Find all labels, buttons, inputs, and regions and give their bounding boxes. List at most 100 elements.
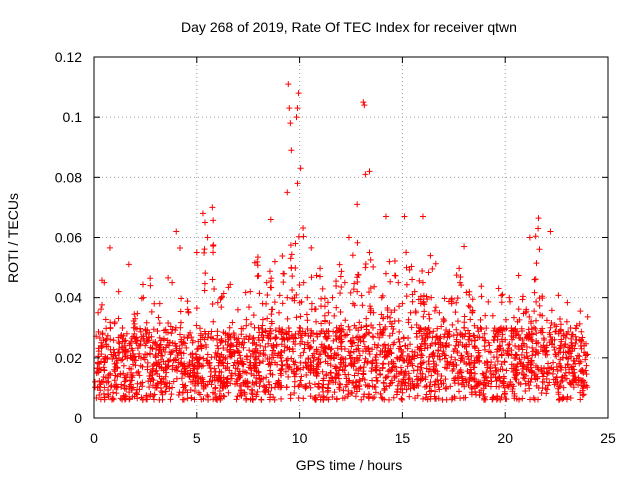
data-point <box>165 274 172 281</box>
data-point <box>567 325 574 332</box>
data-point <box>351 339 358 346</box>
data-point <box>388 309 395 316</box>
data-point <box>165 319 172 326</box>
data-point <box>475 328 482 335</box>
data-point <box>563 318 570 325</box>
data-point <box>122 337 129 344</box>
data-point <box>318 303 325 310</box>
data-point <box>388 367 395 374</box>
data-point <box>199 210 206 217</box>
data-point <box>475 378 482 385</box>
data-point <box>122 353 129 360</box>
data-point <box>437 377 444 384</box>
data-point <box>146 337 153 344</box>
data-point <box>338 284 345 291</box>
data-point <box>563 375 570 382</box>
data-point <box>189 357 196 364</box>
data-point <box>549 370 556 377</box>
data-point <box>179 389 186 396</box>
data-point <box>239 358 246 365</box>
data-point <box>268 359 275 366</box>
data-point <box>408 356 415 363</box>
data-point <box>270 342 277 349</box>
data-point <box>505 352 512 359</box>
data-point <box>350 379 357 386</box>
data-point <box>396 303 403 310</box>
data-point <box>216 387 223 394</box>
data-point <box>385 360 392 367</box>
data-point <box>243 395 250 402</box>
data-point <box>398 364 405 371</box>
y-tick-label: 0.02 <box>55 350 82 366</box>
data-point <box>528 330 535 337</box>
data-point <box>177 360 184 367</box>
data-point <box>172 366 179 373</box>
data-point <box>488 371 495 377</box>
data-point <box>323 371 330 378</box>
data-point <box>105 390 112 397</box>
data-point <box>196 325 203 332</box>
data-point <box>320 377 327 384</box>
data-point <box>353 346 360 353</box>
data-point <box>193 305 200 312</box>
data-point <box>139 383 146 390</box>
data-point <box>499 331 506 338</box>
data-point <box>122 393 129 400</box>
data-point <box>285 373 292 380</box>
data-point <box>218 369 225 376</box>
data-point <box>573 325 580 332</box>
data-point <box>349 252 356 259</box>
data-point <box>116 340 123 347</box>
data-point <box>386 258 393 265</box>
data-point <box>551 344 558 351</box>
data-point <box>413 330 420 337</box>
data-point <box>247 288 254 295</box>
data-point <box>267 336 274 343</box>
data-point <box>428 294 435 301</box>
data-point <box>219 383 226 390</box>
data-point <box>208 381 215 388</box>
data-point <box>389 364 396 371</box>
data-point <box>498 351 505 358</box>
data-point <box>110 337 117 344</box>
data-point <box>308 274 315 281</box>
data-point <box>259 316 266 323</box>
data-point <box>358 396 365 403</box>
data-point <box>346 326 353 333</box>
data-point <box>314 333 321 340</box>
data-point <box>462 330 469 337</box>
data-point <box>481 395 488 402</box>
data-point <box>151 300 158 307</box>
data-point <box>362 171 369 178</box>
data-point <box>432 304 439 311</box>
data-point <box>379 348 386 355</box>
data-point <box>532 362 539 369</box>
data-point <box>143 330 150 337</box>
data-point <box>199 374 206 381</box>
data-point <box>202 331 209 338</box>
data-point <box>281 347 288 354</box>
data-point <box>306 345 313 352</box>
data-point <box>493 354 500 361</box>
data-point <box>142 342 149 349</box>
data-point <box>482 312 489 319</box>
data-point <box>501 388 508 395</box>
data-point <box>214 342 221 349</box>
data-point <box>454 295 461 302</box>
data-point <box>522 387 529 394</box>
data-point <box>407 341 414 348</box>
data-point <box>200 362 207 369</box>
data-point <box>505 345 512 352</box>
data-point <box>144 366 151 373</box>
data-point <box>333 304 340 311</box>
x-tick-label: 20 <box>497 430 513 446</box>
data-point <box>390 326 397 333</box>
data-point <box>344 331 351 338</box>
data-point <box>253 374 260 381</box>
data-point <box>246 347 253 354</box>
data-point <box>99 301 106 308</box>
data-point <box>117 370 124 377</box>
data-point <box>177 319 184 326</box>
data-point <box>302 383 309 390</box>
data-point <box>310 330 317 337</box>
